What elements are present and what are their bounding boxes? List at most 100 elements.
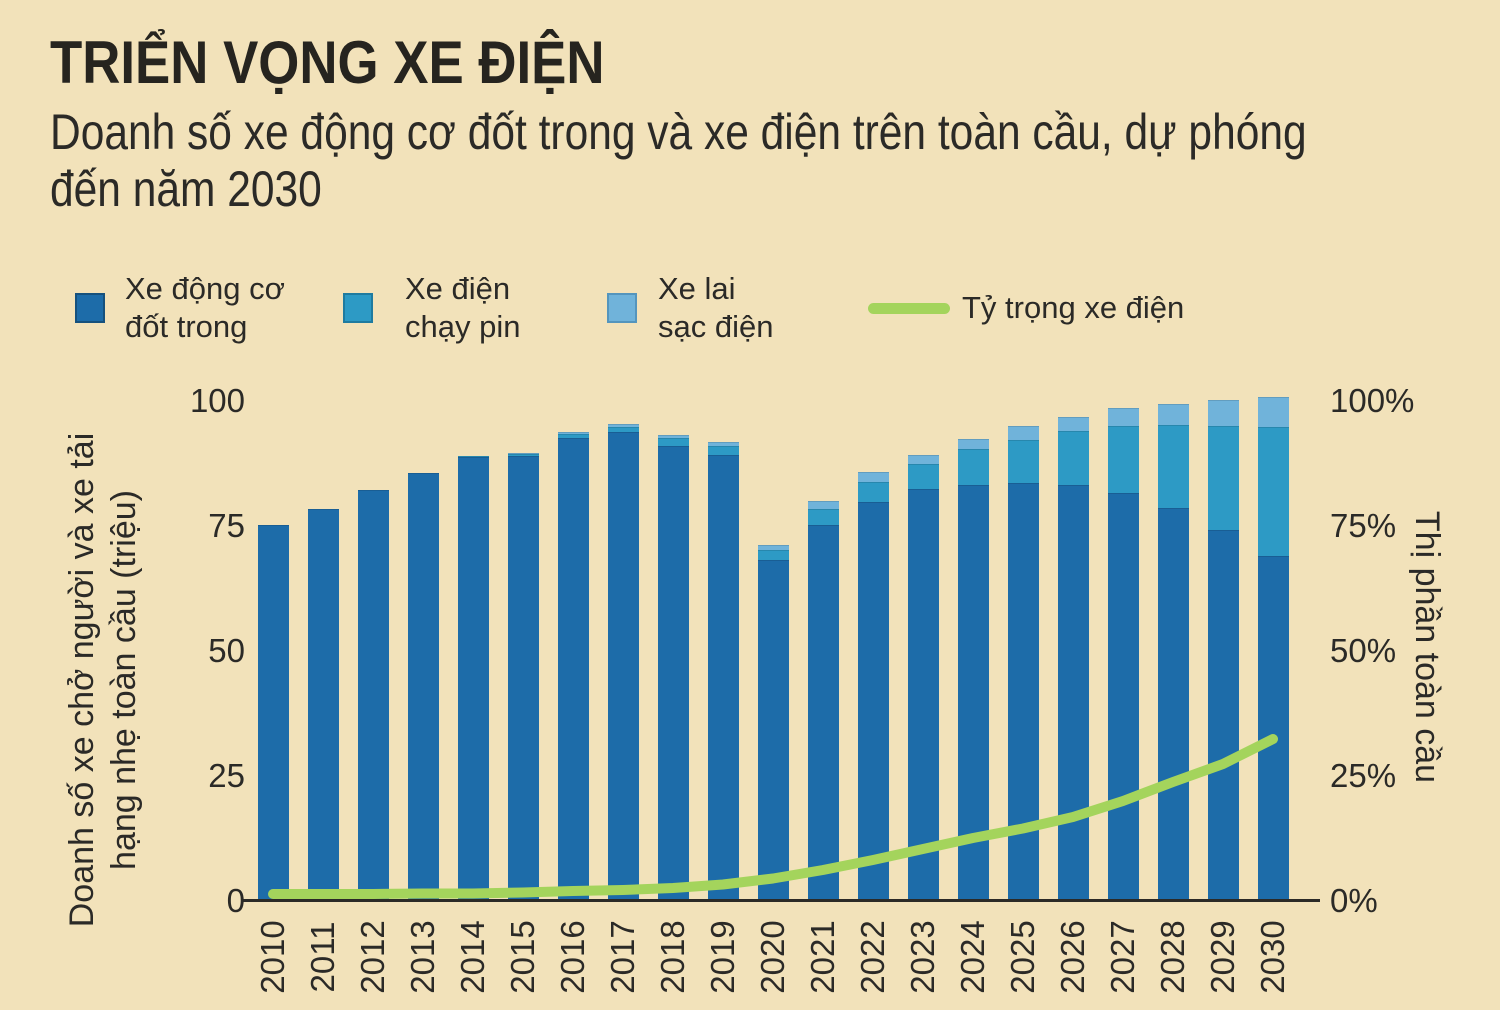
chart-subtitle-line2: đến năm 2030	[50, 161, 322, 217]
ice-segment-2012	[357, 489, 389, 901]
ev-share-trend-line	[268, 734, 1278, 899]
ice-segment-2026	[1057, 484, 1089, 901]
ice-segment-2015	[507, 456, 539, 901]
right-tick-75pct: 75%	[1330, 507, 1397, 544]
x-label-2025: 2025	[1004, 920, 1041, 994]
bar-2018	[657, 434, 689, 901]
phev-segment-2024	[957, 439, 989, 449]
x-label-2010: 2010	[254, 920, 291, 994]
left-axis-title-line1: Doanh số xe chở người và xe tải	[63, 432, 101, 928]
legend-label-bev-line1: Xe điện	[405, 271, 511, 306]
bar-2026	[1057, 416, 1089, 901]
phev-segment-2017	[607, 424, 639, 427]
bev-segment-2014	[457, 456, 489, 457]
legend-label-bev-line2: chạy pin	[405, 309, 521, 344]
bev-segment-2016	[557, 434, 589, 438]
ice-segment-2022	[857, 501, 889, 901]
bar-2015	[507, 452, 539, 901]
bev-segment-2019	[707, 445, 739, 455]
left-axis-title-line2: hạng nhẹ toàn cầu (triệu)	[105, 490, 143, 870]
phev-swatch-icon	[607, 293, 637, 323]
legend-label-ev-share: Tỷ trọng xe điện	[962, 290, 1185, 325]
ice-segment-2018	[657, 446, 689, 901]
x-label-2012: 2012	[354, 920, 391, 994]
phev-segment-2022	[857, 472, 889, 482]
ice-segment-2020	[757, 559, 789, 901]
x-label-2027: 2027	[1104, 920, 1141, 994]
x-label-2030: 2030	[1254, 920, 1291, 994]
bev-segment-2017	[607, 426, 639, 432]
bar-2012	[357, 489, 389, 901]
chart-subtitle-line1: Doanh số xe động cơ đốt trong và xe điện…	[50, 104, 1307, 160]
bev-segment-2030	[1257, 426, 1289, 556]
x-label-2028: 2028	[1154, 920, 1191, 994]
phev-segment-2029	[1207, 399, 1239, 426]
phev-segment-2015	[507, 452, 539, 454]
legend-label-phev-line2: sạc điện	[658, 309, 774, 344]
bar-2022	[857, 472, 889, 901]
left-tick-100: 100	[189, 382, 245, 419]
phev-segment-2025	[1007, 426, 1039, 440]
bar-2019	[707, 441, 739, 901]
bev-segment-2023	[907, 463, 939, 489]
left-tick-50: 50	[208, 632, 245, 669]
ice-segment-2017	[607, 431, 639, 901]
left-tick-75: 75	[208, 507, 245, 544]
bar-2020	[757, 544, 789, 901]
phev-segment-2018	[657, 434, 689, 438]
bev-segment-2015	[507, 453, 539, 456]
bar-2029	[1207, 399, 1239, 901]
phev-segment-2020	[757, 544, 789, 550]
x-label-2021: 2021	[804, 920, 841, 994]
bar-2021	[807, 501, 839, 901]
chart-title: TRIỂN VỌNG XE ĐIỆN	[50, 29, 605, 96]
bev-segment-2021	[807, 509, 839, 525]
ice-segment-2028	[1157, 507, 1189, 901]
ice-segment-2011	[307, 508, 339, 901]
legend-label-ice: Xe động cơ đốt trong	[125, 270, 285, 346]
phev-segment-2021	[807, 501, 839, 509]
bar-2023	[907, 454, 939, 901]
bev-segment-2020	[757, 549, 789, 560]
x-label-2014: 2014	[454, 920, 491, 994]
ice-segment-2030	[1257, 555, 1289, 901]
bev-segment-2025	[1007, 439, 1039, 483]
bar-2028	[1157, 403, 1189, 901]
bev-segment-2026	[1057, 431, 1089, 485]
ice-segment-2016	[557, 438, 589, 901]
legend-label-ice-line2: đốt trong	[125, 309, 248, 344]
ice-segment-2027	[1107, 492, 1139, 901]
x-label-2013: 2013	[404, 920, 441, 994]
legend-label-phev-line1: Xe lai	[658, 271, 736, 306]
legend-label-bev: Xe điện chạy pin	[405, 270, 520, 346]
bar-2030	[1257, 396, 1289, 901]
bar-2013	[407, 473, 439, 901]
bar-2016	[557, 432, 589, 901]
x-axis-line	[243, 899, 1320, 902]
x-label-2023: 2023	[904, 920, 941, 994]
ice-segment-2021	[807, 525, 839, 901]
right-tick-0pct: 0%	[1330, 882, 1378, 919]
phev-segment-2014	[457, 455, 489, 456]
ev-share-line-icon	[868, 303, 950, 314]
left-axis-title: Doanh số xe chở người và xe tải hạng nhẹ…	[61, 360, 145, 1000]
bev-segment-2028	[1157, 424, 1189, 508]
ice-segment-2023	[907, 488, 939, 901]
ice-segment-2019	[707, 455, 739, 901]
phev-segment-2019	[707, 441, 739, 446]
right-tick-50pct: 50%	[1330, 632, 1397, 669]
bar-2014	[457, 455, 489, 901]
x-label-2017: 2017	[604, 920, 641, 994]
bev-segment-2027	[1107, 426, 1139, 493]
x-label-2015: 2015	[504, 920, 541, 994]
bar-2027	[1107, 407, 1139, 901]
x-label-2026: 2026	[1054, 920, 1091, 994]
phev-segment-2016	[557, 432, 589, 434]
legend-label-ice-line1: Xe động cơ	[125, 271, 285, 306]
x-label-2022: 2022	[854, 920, 891, 994]
chart-subtitle: Doanh số xe động cơ đốt trong và xe điện…	[50, 104, 1307, 218]
bar-2011	[307, 508, 339, 901]
x-label-2029: 2029	[1204, 920, 1241, 994]
bev-segment-2024	[957, 449, 989, 485]
